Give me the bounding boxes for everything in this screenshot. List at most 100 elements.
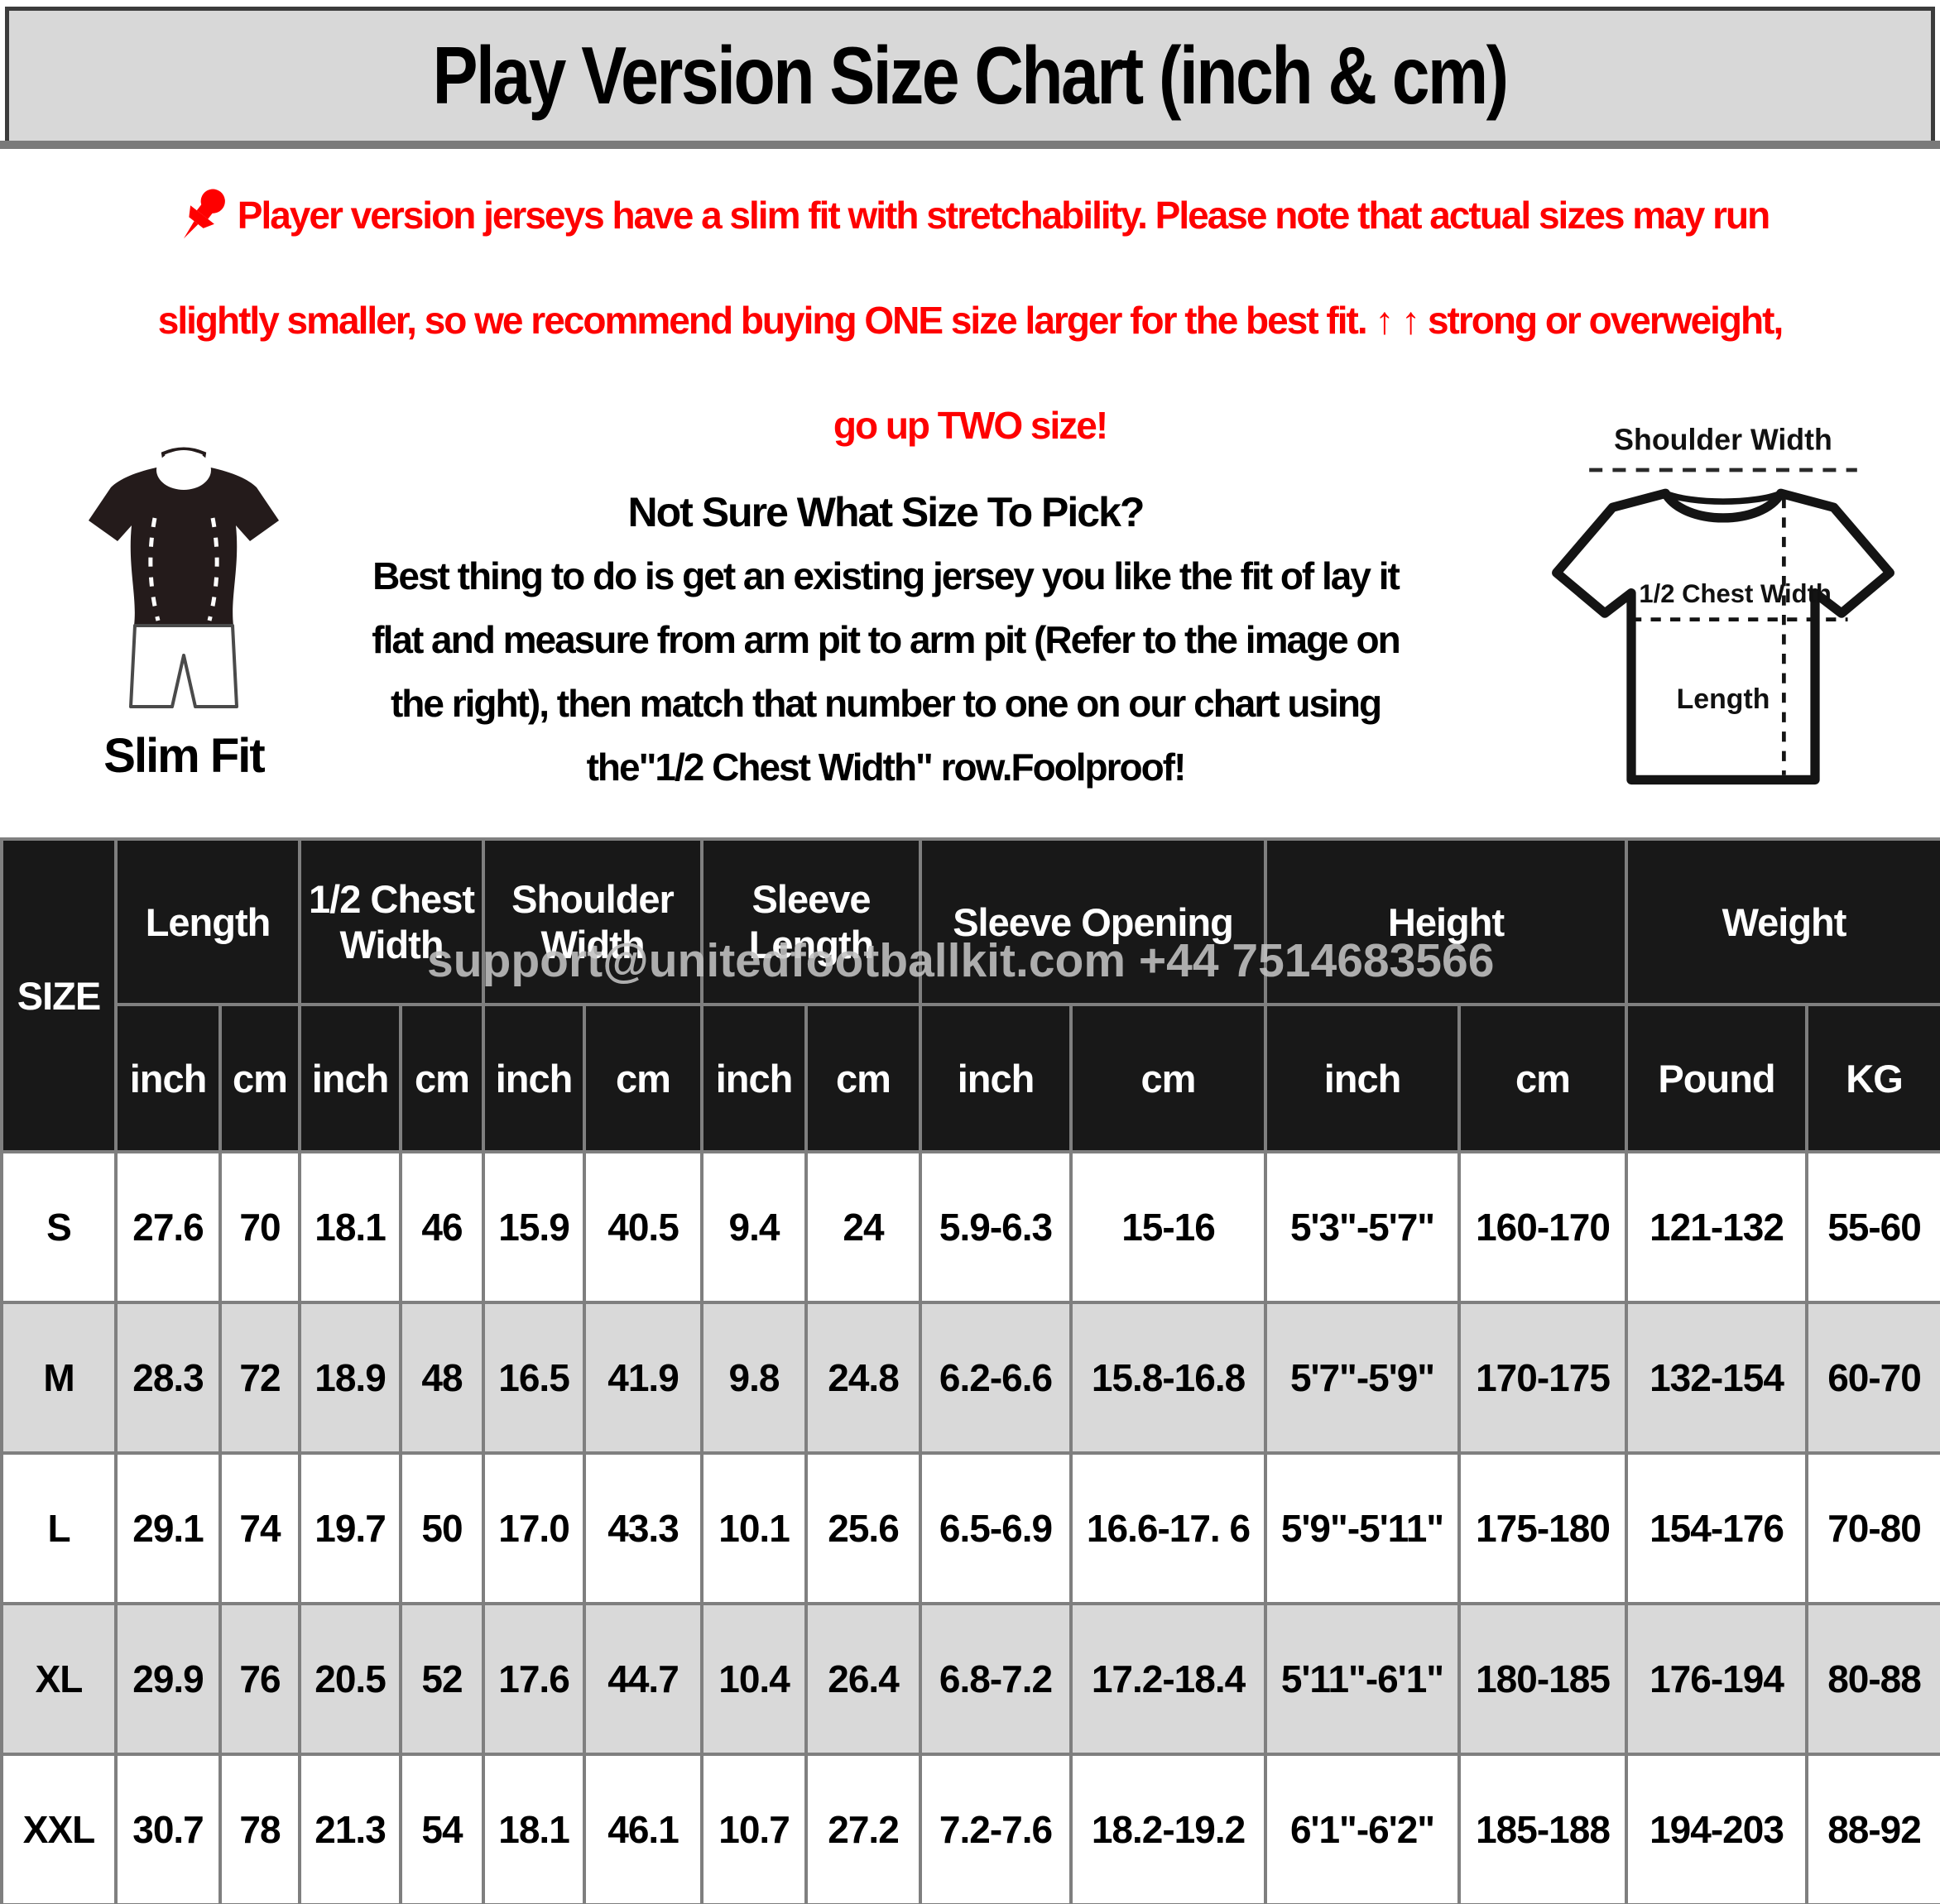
value-cell: 5'11"-6'1"	[1264, 1602, 1462, 1756]
size-cell: S	[0, 1150, 118, 1304]
shoulder-width-label: Shoulder Width	[1614, 424, 1832, 457]
value-cell: 160-170	[1457, 1150, 1629, 1304]
value-cell: 132-154	[1625, 1301, 1809, 1455]
size-cell: M	[0, 1301, 118, 1455]
value-cell: 55-60	[1805, 1150, 1940, 1304]
value-cell: 18.9	[298, 1301, 403, 1455]
pushpin-icon	[183, 189, 225, 238]
col-group-half-chest: 1/2 Chest Width	[298, 837, 486, 1006]
value-cell: 26.4	[804, 1602, 923, 1756]
value-cell: 20.5	[298, 1602, 403, 1756]
unit-sleeve-cm: cm	[804, 1003, 923, 1153]
value-cell: 74	[218, 1451, 302, 1605]
value-cell: 17.2-18.4	[1069, 1602, 1268, 1756]
value-cell: 170-175	[1457, 1301, 1629, 1455]
value-cell: 9.4	[700, 1150, 809, 1304]
col-group-shoulder: Shoulder Width	[482, 837, 704, 1006]
value-cell: 10.1	[700, 1451, 809, 1605]
unit-height-inch: inch	[1264, 1003, 1462, 1153]
value-cell: 78	[218, 1753, 302, 1904]
value-cell: 52	[399, 1602, 486, 1756]
value-cell: 194-203	[1625, 1753, 1809, 1904]
value-cell: 16.5	[482, 1301, 587, 1455]
value-cell: 18.2-19.2	[1069, 1753, 1268, 1904]
value-cell: 19.7	[298, 1451, 403, 1605]
value-cell: 16.6-17. 6	[1069, 1451, 1268, 1605]
value-cell: 6.2-6.6	[919, 1301, 1073, 1455]
tee-back-collar	[1664, 490, 1783, 505]
value-cell: 54	[399, 1753, 486, 1904]
value-cell: 15-16	[1069, 1150, 1268, 1304]
col-group-sleeve-length: Sleeve Length	[700, 837, 923, 1006]
value-cell: 27.6	[114, 1150, 222, 1304]
fit-guide-heading: Not Sure What Size To Pick?	[627, 489, 1145, 535]
value-cell: 76	[218, 1602, 302, 1756]
figure-shirt	[89, 467, 279, 626]
value-cell: 6.8-7.2	[919, 1602, 1073, 1756]
value-cell: 6'1"-6'2"	[1264, 1753, 1462, 1904]
figure-neck	[156, 450, 211, 490]
value-cell: 5.9-6.3	[919, 1150, 1073, 1304]
value-cell: 46	[399, 1150, 486, 1304]
notice-line-2-text: slightly smaller, so we recommend buying…	[157, 298, 1784, 342]
notice-text: Player version jerseys have a slim fit w…	[0, 162, 1940, 477]
value-cell: 27.2	[804, 1753, 923, 1904]
unit-chest-cm: cm	[399, 1003, 486, 1153]
size-cell: L	[0, 1451, 118, 1605]
unit-weight-pound: Pound	[1625, 1003, 1809, 1153]
value-cell: 70	[218, 1150, 302, 1304]
col-group-sleeve-opening: Sleeve Opening	[919, 837, 1268, 1006]
half-chest-width-label: 1/2 Chest Width	[1639, 579, 1831, 608]
value-cell: 24	[804, 1150, 923, 1304]
value-cell: 185-188	[1457, 1753, 1629, 1904]
tshirt-measure-diagram: Shoulder Width 1/2 Chest Width Length	[1552, 424, 1894, 785]
value-cell: 15.9	[482, 1150, 587, 1304]
unit-length-cm: cm	[218, 1003, 302, 1153]
value-cell: 48	[399, 1301, 486, 1455]
value-cell: 5'9"-5'11"	[1264, 1451, 1462, 1605]
value-cell: 29.1	[114, 1451, 222, 1605]
value-cell: 17.0	[482, 1451, 587, 1605]
value-cell: 40.5	[583, 1150, 704, 1304]
col-group-weight: Weight	[1625, 837, 1940, 1006]
value-cell: 10.4	[700, 1602, 809, 1756]
unit-opening-inch: inch	[919, 1003, 1073, 1153]
value-cell: 5'3"-5'7"	[1264, 1150, 1462, 1304]
value-cell: 6.5-6.9	[919, 1451, 1073, 1605]
value-cell: 24.8	[804, 1301, 923, 1455]
figure-shorts	[129, 624, 238, 708]
table-row: S 27.6 70 18.1 46 15.9 40.5 9.4 24 5.9-6.3 15-16 5'…	[0, 1150, 1940, 1304]
value-cell: 15.8-16.8	[1069, 1301, 1268, 1455]
title-divider	[0, 141, 1940, 149]
unit-chest-inch: inch	[298, 1003, 403, 1153]
value-cell: 9.8	[700, 1301, 809, 1455]
table-row: XL 29.9 76 20.5 52 17.6 44.7 10.4 26.4 6.8-7.2 17.…	[0, 1602, 1940, 1756]
size-table-body: S 27.6 70 18.1 46 15.9 40.5 9.4 24 5.9-6.3 15-16 5'…	[0, 1150, 1940, 1904]
value-cell: 70-80	[1805, 1451, 1940, 1605]
value-cell: 60-70	[1805, 1301, 1940, 1455]
notice-line-2: slightly smaller, so we recommend buying…	[0, 267, 1940, 372]
value-cell: 28.3	[114, 1301, 222, 1455]
value-cell: 25.6	[804, 1451, 923, 1605]
group-header-row: SIZE Length 1/2 Chest Width Shoulder Wid…	[0, 837, 1940, 1153]
unit-opening-cm: cm	[1069, 1003, 1268, 1153]
notice-line-3-text: go up TWO size!	[833, 403, 1108, 447]
tee-outline	[1552, 488, 1894, 785]
value-cell: 17.6	[482, 1602, 587, 1756]
value-cell: 176-194	[1625, 1602, 1809, 1756]
value-cell: 72	[218, 1301, 302, 1455]
value-cell: 29.9	[114, 1602, 222, 1756]
unit-sleeve-inch: inch	[700, 1003, 809, 1153]
value-cell: 154-176	[1625, 1451, 1809, 1605]
value-cell: 18.1	[482, 1753, 587, 1904]
fit-guide-line-3: the right), then match that number to on…	[390, 682, 1382, 725]
table-row: M 28.3 72 18.9 48 16.5 41.9 9.8 24.8 6.2-6.6 15.8-…	[0, 1301, 1940, 1455]
value-cell: 41.9	[583, 1301, 704, 1455]
value-cell: 7.2-7.6	[919, 1753, 1073, 1904]
title-bar: Play Version Size Chart (inch & cm)	[5, 7, 1935, 141]
table-row: XXL 30.7 78 21.3 54 18.1 46.1 10.7 27.2 7.2-7.6 18…	[0, 1753, 1940, 1904]
value-cell: 175-180	[1457, 1451, 1629, 1605]
table-row: L 29.1 74 19.7 50 17.0 43.3 10.1 25.6 6.5-6.9 16.6…	[0, 1451, 1940, 1605]
fit-guide-line-2: flat and measure from arm pit to arm pit…	[372, 618, 1400, 661]
